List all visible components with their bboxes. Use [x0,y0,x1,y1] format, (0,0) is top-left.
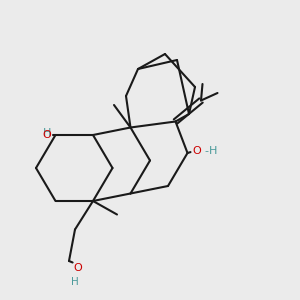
Text: O: O [42,130,51,140]
Text: -: - [205,146,208,156]
Text: H: H [208,146,217,156]
Text: O: O [192,146,201,156]
Text: H: H [43,128,51,138]
Text: H: H [71,277,79,286]
Text: O: O [74,263,82,273]
